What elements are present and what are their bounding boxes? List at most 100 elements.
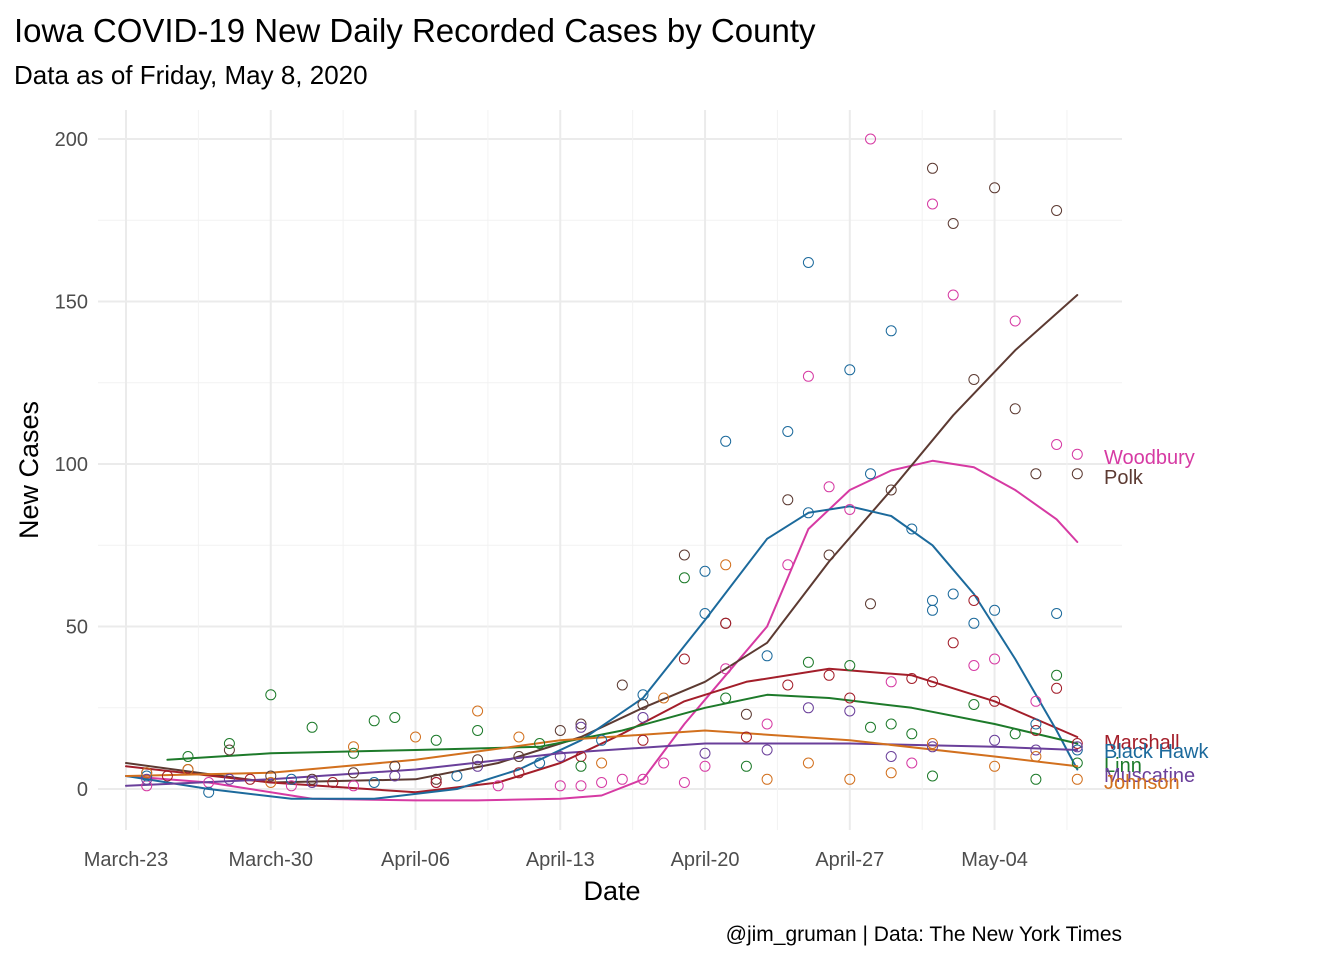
x-tick-label: April-27: [815, 849, 884, 871]
data-point-woodbury: [348, 780, 359, 792]
x-tick-label: April-13: [526, 849, 595, 871]
data-point-linn: [678, 572, 690, 584]
data-point-polk: [927, 162, 938, 174]
data-point-polk: [740, 708, 752, 720]
data-point-woodbury: [616, 773, 628, 785]
data-point-black-hawk: [802, 257, 814, 268]
data-point-polk: [1071, 468, 1083, 480]
data-point-woodbury: [802, 370, 814, 382]
trend-line-johnson: [125, 729, 1079, 777]
data-point-marshall: [906, 673, 918, 684]
data-point-muscatine: [802, 702, 814, 714]
data-point-black-hawk: [906, 523, 918, 535]
data-point-marshall: [989, 695, 1001, 707]
x-tick-label: May-04: [961, 849, 1028, 871]
data-point-marshall: [968, 595, 980, 606]
data-point-black-hawk: [947, 588, 959, 600]
data-point-linn: [885, 718, 897, 730]
trend-line-woodbury: [125, 459, 1079, 802]
x-tick-label: March-23: [84, 849, 168, 871]
data-point-black-hawk: [782, 426, 794, 437]
data-point-polk: [430, 773, 442, 785]
data-point-muscatine: [141, 773, 153, 785]
data-point-johnson: [141, 767, 153, 779]
data-point-black-hawk: [1051, 608, 1063, 619]
data-point-johnson: [658, 692, 670, 704]
data-point-linn: [927, 770, 938, 782]
data-point-johnson: [410, 731, 421, 743]
data-point-black-hawk: [1071, 744, 1083, 756]
data-point-woodbury: [865, 133, 876, 145]
data-point-black-hawk: [761, 650, 773, 662]
trend-layer: [125, 294, 1079, 802]
data-point-woodbury: [1030, 695, 1042, 707]
data-point-linn: [802, 656, 814, 668]
data-point-muscatine: [1030, 744, 1042, 756]
data-point-polk: [1009, 403, 1021, 415]
data-point-linn: [472, 725, 484, 736]
y-tick-label: 200: [55, 129, 88, 151]
chart-caption: @jim_gruman | Data: The New York Times: [726, 923, 1122, 946]
data-point-johnson: [265, 777, 277, 788]
data-point-woodbury: [885, 676, 897, 688]
data-point-linn: [1030, 773, 1042, 785]
x-tick-label: April-06: [381, 849, 450, 871]
series-label-muscatine: Muscatine: [1104, 765, 1195, 787]
data-point-johnson: [513, 731, 525, 743]
data-point-linn: [1071, 757, 1083, 769]
data-point-polk: [554, 725, 566, 736]
data-point-johnson: [720, 559, 732, 571]
data-point-muscatine: [637, 712, 649, 723]
data-point-linn: [720, 692, 732, 704]
data-point-linn: [348, 747, 359, 759]
data-point-linn: [906, 728, 918, 740]
data-point-black-hawk: [885, 325, 897, 337]
data-point-black-hawk: [865, 468, 876, 480]
data-point-linn: [223, 738, 235, 749]
x-tick-label: March-30: [229, 849, 313, 871]
trend-line-marshall: [125, 667, 1079, 794]
data-point-marshall: [327, 777, 339, 788]
data-point-marshall: [823, 669, 835, 681]
data-point-johnson: [348, 741, 359, 753]
data-point-linn: [430, 734, 442, 746]
data-point-polk: [306, 773, 318, 785]
data-point-woodbury: [492, 780, 504, 792]
data-point-marshall: [1051, 682, 1063, 694]
data-point-muscatine: [472, 760, 484, 772]
data-point-johnson: [927, 738, 938, 749]
y-tick-label: 50: [66, 617, 88, 639]
data-point-black-hawk: [968, 617, 980, 629]
data-point-marshall: [927, 676, 938, 688]
data-point-marshall: [244, 773, 256, 785]
data-point-muscatine: [761, 744, 773, 756]
data-point-muscatine: [223, 773, 235, 785]
data-point-muscatine: [1071, 741, 1083, 753]
data-point-woodbury: [596, 777, 608, 788]
series-label-marshall: Marshall: [1104, 732, 1180, 754]
axis-layer: 0 50 100 150 200 March-23 March-30 April-06 Apri…: [55, 129, 1028, 871]
data-point-woodbury: [782, 559, 794, 571]
y-axis-title: New Cases: [14, 401, 44, 539]
y-tick-label: 0: [77, 779, 88, 801]
data-point-muscatine: [885, 751, 897, 762]
points-layer: [141, 133, 1083, 798]
chart-subtitle: Data as of Friday, May 8, 2020: [14, 60, 368, 90]
data-point-muscatine: [989, 734, 1001, 746]
trend-line-muscatine: [125, 742, 1079, 787]
data-point-woodbury: [678, 777, 690, 788]
data-point-muscatine: [575, 721, 587, 733]
data-point-linn: [968, 699, 980, 710]
data-point-black-hawk: [989, 604, 1001, 616]
data-point-marshall: [513, 767, 525, 779]
data-point-black-hawk: [451, 770, 463, 782]
data-point-polk: [989, 182, 1001, 194]
data-point-muscatine: [699, 747, 711, 759]
data-point-polk: [885, 484, 897, 496]
data-point-woodbury: [844, 504, 856, 515]
x-axis-title: Date: [583, 876, 640, 906]
data-point-linn: [306, 721, 318, 733]
